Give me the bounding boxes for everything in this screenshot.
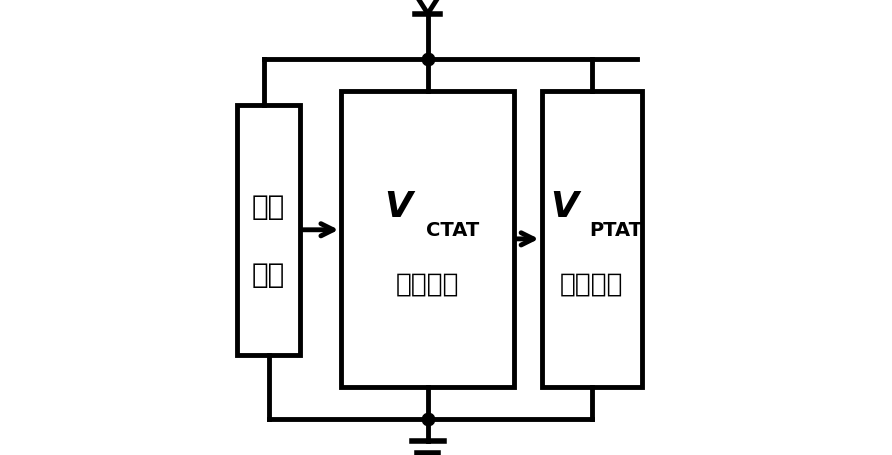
Bar bbox=[342, 91, 515, 387]
Bar bbox=[236, 105, 301, 355]
Text: 启动: 启动 bbox=[252, 193, 285, 221]
Bar bbox=[541, 91, 641, 387]
Text: V: V bbox=[384, 190, 412, 224]
Text: 电路: 电路 bbox=[252, 261, 285, 289]
Text: 产生电路: 产生电路 bbox=[396, 271, 459, 298]
Text: CTAT: CTAT bbox=[425, 221, 479, 240]
Text: V: V bbox=[550, 190, 578, 224]
Text: 产生电路: 产生电路 bbox=[560, 271, 624, 298]
Text: PTAT: PTAT bbox=[590, 221, 642, 240]
